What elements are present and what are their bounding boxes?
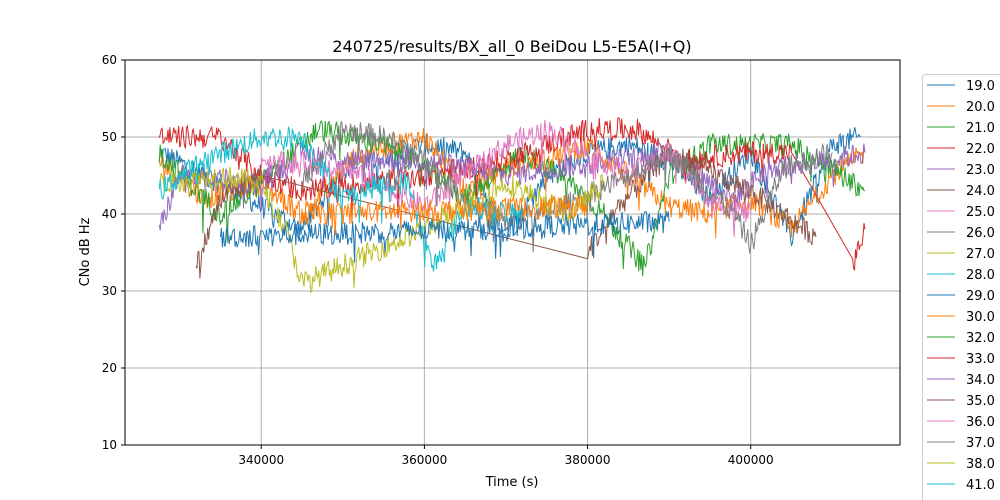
legend-label: 25.0 — [966, 205, 995, 220]
legend: 19.0 20.0 21.0 22.0 23.0 24.0 25.0 26.0 27.0 28.0… — [922, 74, 1000, 500]
legend-label: 38.0 — [966, 457, 995, 472]
grid — [125, 59, 900, 446]
legend-label: 37.0 — [966, 436, 995, 451]
series-line-30.0 — [301, 194, 589, 236]
legend-box — [922, 74, 1000, 500]
series-line-27.0 — [158, 166, 605, 294]
legend-label: 19.0 — [966, 79, 995, 94]
x-tick-label: 400000 — [728, 453, 774, 467]
legend-label: 21.0 — [966, 121, 995, 136]
legend-label: 22.0 — [966, 142, 995, 157]
chart-title: 240725/results/BX_all_0 BeiDou L5-E5A(I+… — [332, 37, 691, 57]
y-tick-label: 40 — [102, 207, 117, 221]
legend-label: 33.0 — [966, 352, 995, 367]
x-tick-label: 380000 — [565, 453, 611, 467]
y-tick-label: 10 — [102, 438, 117, 452]
series-line-21.0 — [158, 120, 866, 277]
legend-label: 29.0 — [966, 289, 995, 304]
series-line-23.0 — [158, 142, 866, 231]
legend-label: 26.0 — [966, 226, 995, 241]
legend-label: 36.0 — [966, 415, 995, 430]
axes-frame — [124, 59, 901, 446]
series-line-29.0 — [219, 211, 670, 263]
legend-label: 35.0 — [966, 394, 995, 409]
legend-label: 27.0 — [966, 247, 995, 262]
legend-label: 24.0 — [966, 184, 995, 199]
legend-label: 41.0 — [966, 478, 995, 493]
ticks: 340000 360000 380000 400000 10 20 30 40 50 60 — [102, 53, 774, 467]
legend-label: 23.0 — [966, 163, 995, 178]
y-tick-label: 30 — [102, 284, 117, 298]
legend-label: 32.0 — [966, 331, 995, 346]
y-tick-label: 60 — [102, 53, 117, 67]
plot-area — [158, 117, 866, 294]
y-axis-label: CNo dB Hz — [78, 217, 93, 286]
x-tick-label: 360000 — [401, 453, 447, 467]
legend-label: 34.0 — [966, 373, 995, 388]
y-tick-label: 20 — [102, 361, 117, 375]
series-line-25.0 — [260, 119, 752, 237]
y-tick-label: 50 — [102, 130, 117, 144]
series-line-28.0 — [158, 126, 523, 272]
series-line-26.0 — [301, 121, 833, 254]
x-tick-label: 340000 — [238, 453, 284, 467]
legend-label: 20.0 — [966, 100, 995, 115]
x-axis-label: Time (s) — [485, 475, 539, 490]
legend-label: 30.0 — [966, 310, 995, 325]
legend-label: 28.0 — [966, 268, 995, 283]
